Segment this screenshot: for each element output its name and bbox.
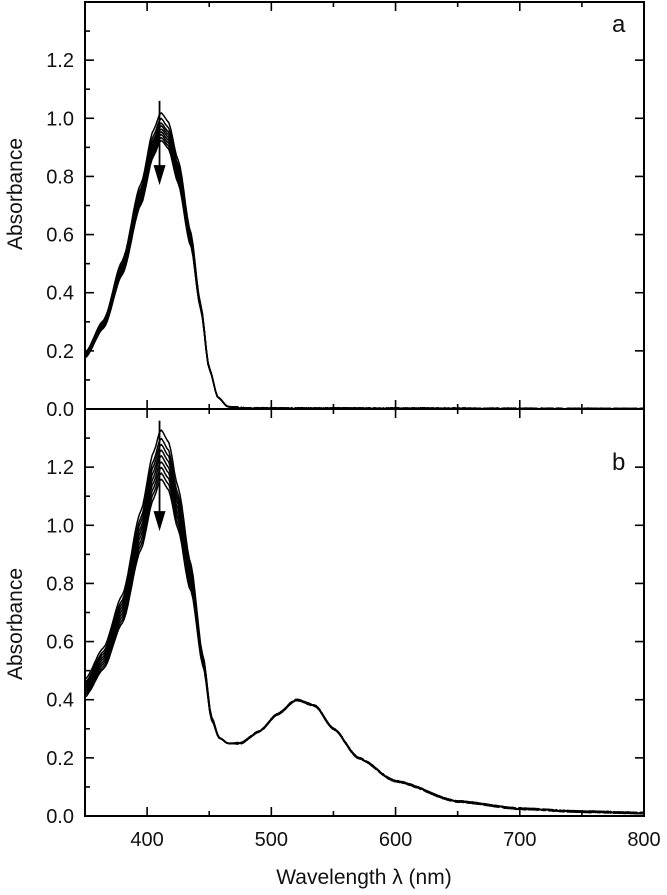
spectrum-line	[84, 443, 644, 815]
y-tick-label: 0.6	[46, 225, 74, 247]
spectrum-line	[84, 449, 645, 815]
panel-a-label: a	[612, 11, 626, 38]
y-tick-label: 1.0	[46, 515, 74, 537]
x-tick-label: 600	[379, 829, 412, 851]
x-axis: 400 500 600 700 800	[84, 409, 661, 851]
y-tick-label: 0.6	[46, 632, 74, 654]
y-tick-label: 0.2	[46, 341, 74, 363]
spectrum-line	[84, 133, 645, 410]
panel-a: 0.0 0.2 0.4 0.6 0.8 1.0 1.2 a Absorbance	[4, 1, 645, 421]
panel-b-label: b	[612, 449, 625, 476]
y-tick-label: 0.0	[46, 399, 74, 421]
panel-b-y-axis-title: Absorbance	[4, 568, 27, 680]
x-tick-label: 400	[130, 829, 163, 851]
spectrum-line	[84, 437, 645, 815]
spectrum-line	[84, 125, 645, 410]
y-tick-label: 1.2	[46, 50, 74, 72]
panel-b-arrow	[153, 420, 166, 532]
x-tick-label: 800	[627, 829, 660, 851]
spectrum-line	[84, 131, 645, 410]
y-tick-label: 0.4	[46, 690, 74, 712]
panel-a-y-axis: 0.0 0.2 0.4 0.6 0.8 1.0 1.2	[46, 2, 645, 421]
x-tick-label: 700	[503, 829, 536, 851]
panel-b-curves	[84, 429, 645, 815]
y-tick-label: 1.0	[46, 108, 74, 130]
spectrum-line	[84, 472, 645, 815]
panel-a-arrow	[153, 100, 166, 186]
spectrum-line	[84, 136, 645, 410]
arrow-head	[153, 165, 166, 186]
spectrum-line	[84, 128, 644, 410]
y-tick-label: 0.4	[46, 283, 74, 305]
panel-a-y-axis-title: Absorbance	[4, 138, 27, 250]
x-axis-title: Wavelength λ (nm)	[276, 866, 451, 889]
y-tick-label: 1.2	[46, 457, 74, 479]
spectrum-line	[84, 139, 645, 410]
y-tick-label: 0.2	[46, 748, 74, 770]
spectrum-line	[84, 112, 645, 410]
panel-a-frame	[84, 1, 645, 410]
arrow-head	[153, 511, 166, 532]
spectrum-line	[84, 429, 645, 815]
y-tick-label: 0.0	[46, 806, 74, 828]
spectrum-line	[84, 117, 644, 410]
panel-b-y-axis: 0.0 0.2 0.4 0.6 0.8 1.0 1.2	[46, 437, 644, 828]
x-tick-label: 500	[255, 829, 288, 851]
panel-b: 0.00.20.40.60.81.01.2 400 500 600 700 800 b …	[4, 408, 661, 851]
panel-b-frame	[84, 408, 645, 817]
spectrum-line	[84, 122, 644, 410]
y-tick-label: 0.8	[46, 166, 74, 188]
y-tick-label: 0.8	[46, 573, 74, 595]
panel-a-curves	[84, 112, 645, 410]
spectrum-line	[84, 478, 645, 815]
